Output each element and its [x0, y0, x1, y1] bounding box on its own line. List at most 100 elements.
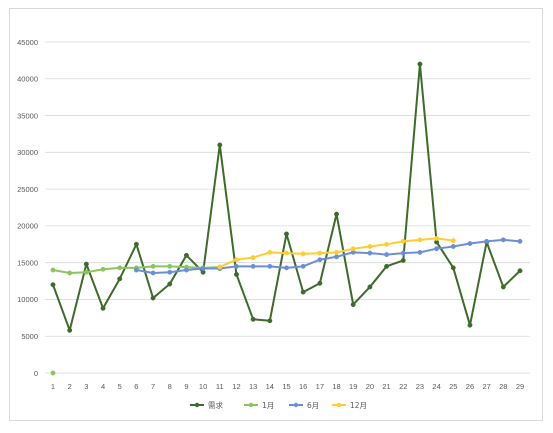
- data-point-s0-c5: [133, 241, 139, 247]
- data-point-s3-c18: [350, 246, 356, 252]
- data-point-s0-c15: [300, 289, 306, 295]
- x-tick-label: 20: [366, 382, 374, 391]
- x-tick-label: 13: [249, 382, 257, 391]
- data-point-s2-c5: [133, 267, 139, 273]
- data-point-s2-c12: [250, 263, 256, 269]
- y-tick-label: 10000: [17, 295, 38, 304]
- y-tick-label: 45000: [17, 38, 38, 47]
- x-tick-label: 26: [466, 382, 474, 391]
- x-tick-label: 18: [332, 382, 340, 391]
- data-point-s3-c23: [434, 235, 440, 241]
- gridlines: [45, 41, 530, 374]
- data-point-s2-c7: [167, 269, 173, 275]
- x-tick-label: 19: [349, 382, 357, 391]
- data-point-s0-c21: [400, 258, 406, 263]
- data-point-s2-c28: [517, 238, 523, 244]
- data-point-s2-c13: [267, 263, 273, 269]
- y-tick-label: 20000: [17, 222, 38, 231]
- y-tick-label: 40000: [17, 75, 38, 84]
- y-tick-label: 0: [34, 369, 38, 378]
- data-point-s2-c22: [417, 249, 423, 255]
- data-point-s2-c19: [367, 250, 373, 256]
- x-tick-label: 15: [282, 382, 290, 391]
- axis-labels: 0 5000 10000 15000 20000 25000 30000 35000 40000…: [17, 38, 524, 391]
- series-group: [50, 61, 523, 376]
- data-point-s1-c3: [100, 266, 106, 272]
- data-point-s2-c11: [234, 263, 239, 269]
- data-point-s0-c20: [384, 263, 390, 269]
- data-point-s3-c15: [300, 251, 306, 257]
- data-point-s3-c13: [267, 249, 273, 255]
- x-tick-label: 8: [168, 382, 172, 391]
- data-point-s0-c7: [167, 281, 173, 287]
- data-point-s2-c16: [317, 257, 323, 263]
- x-tick-label: 21: [382, 382, 390, 391]
- legend-marker: [194, 402, 200, 408]
- y-tick-label: 15000: [17, 258, 38, 267]
- data-point-s0-c10: [217, 142, 223, 148]
- data-point-s1-c1: [67, 270, 73, 276]
- legend-item-1: 1月: [244, 401, 274, 410]
- data-point-s0-c2: [83, 261, 89, 267]
- data-point-s2-c26: [484, 238, 490, 244]
- data-point-s2-c15: [300, 263, 306, 269]
- data-point-s3-c14: [284, 250, 289, 256]
- data-point-s2-c8: [183, 267, 189, 273]
- data-point-s0-c3: [100, 305, 106, 311]
- x-tick-label: 25: [449, 382, 457, 391]
- data-point-s2-c9: [200, 266, 206, 272]
- data-point-s0-c24: [450, 265, 456, 271]
- x-tick-label: 12: [232, 382, 240, 391]
- y-tick-label: 30000: [17, 148, 38, 157]
- data-point-s0-c14: [284, 231, 289, 237]
- x-tick-label: 6: [134, 382, 138, 391]
- data-point-s0-c25: [467, 322, 473, 328]
- data-point-s2-c27: [500, 237, 506, 243]
- x-tick-label: 28: [499, 382, 507, 391]
- data-point-s0-c19: [367, 284, 373, 290]
- data-point-s4-c0: [50, 370, 56, 376]
- data-point-s0-c12: [250, 316, 256, 322]
- data-point-s0-c4: [117, 276, 123, 282]
- x-tick-label: 7: [151, 382, 155, 391]
- data-point-s2-c25: [467, 241, 473, 246]
- data-point-s2-c6: [150, 270, 156, 276]
- x-tick-label: 14: [266, 382, 274, 391]
- legend-marker: [248, 402, 254, 408]
- data-point-s3-c21: [400, 238, 406, 244]
- data-point-s0-c16: [317, 280, 323, 286]
- data-point-s0-c18: [350, 302, 356, 308]
- data-point-s0-c13: [267, 318, 273, 324]
- data-point-s0-c0: [50, 282, 56, 288]
- x-tick-label: 3: [84, 382, 88, 391]
- y-tick-label: 25000: [17, 185, 38, 194]
- series-line-2: [135, 238, 521, 274]
- data-point-s0-c8: [183, 252, 189, 258]
- data-point-s2-c14: [284, 265, 289, 271]
- x-tick-label: 16: [299, 382, 307, 391]
- data-point-s3-c12: [250, 255, 256, 260]
- legend-item-2: 6月: [289, 401, 319, 410]
- data-point-s1-c7: [167, 263, 173, 269]
- data-point-s3-c24: [450, 238, 456, 244]
- x-tick-label: 2: [68, 382, 72, 391]
- x-tick-label: 27: [482, 382, 490, 391]
- data-point-s0-c1: [67, 327, 73, 333]
- data-point-s2-c23: [434, 246, 440, 252]
- data-point-s2-c17: [334, 254, 339, 260]
- data-point-s3-c17: [334, 249, 339, 255]
- data-point-s1-c0: [50, 267, 56, 273]
- data-point-s0-c28: [517, 268, 523, 274]
- y-tick-label: 5000: [21, 332, 38, 341]
- legend-item-0: 需求: [190, 400, 223, 410]
- data-point-s1-c4: [117, 265, 123, 271]
- legend-label: 12月: [350, 401, 367, 410]
- x-tick-label: 23: [416, 382, 424, 391]
- data-point-s0-c11: [234, 271, 239, 277]
- legend-label: 6月: [307, 401, 319, 410]
- data-point-s3-c10: [217, 264, 223, 270]
- legend-label: 1月: [262, 401, 274, 410]
- data-point-s3-c16: [317, 250, 323, 256]
- x-tick-label: 10: [199, 382, 207, 391]
